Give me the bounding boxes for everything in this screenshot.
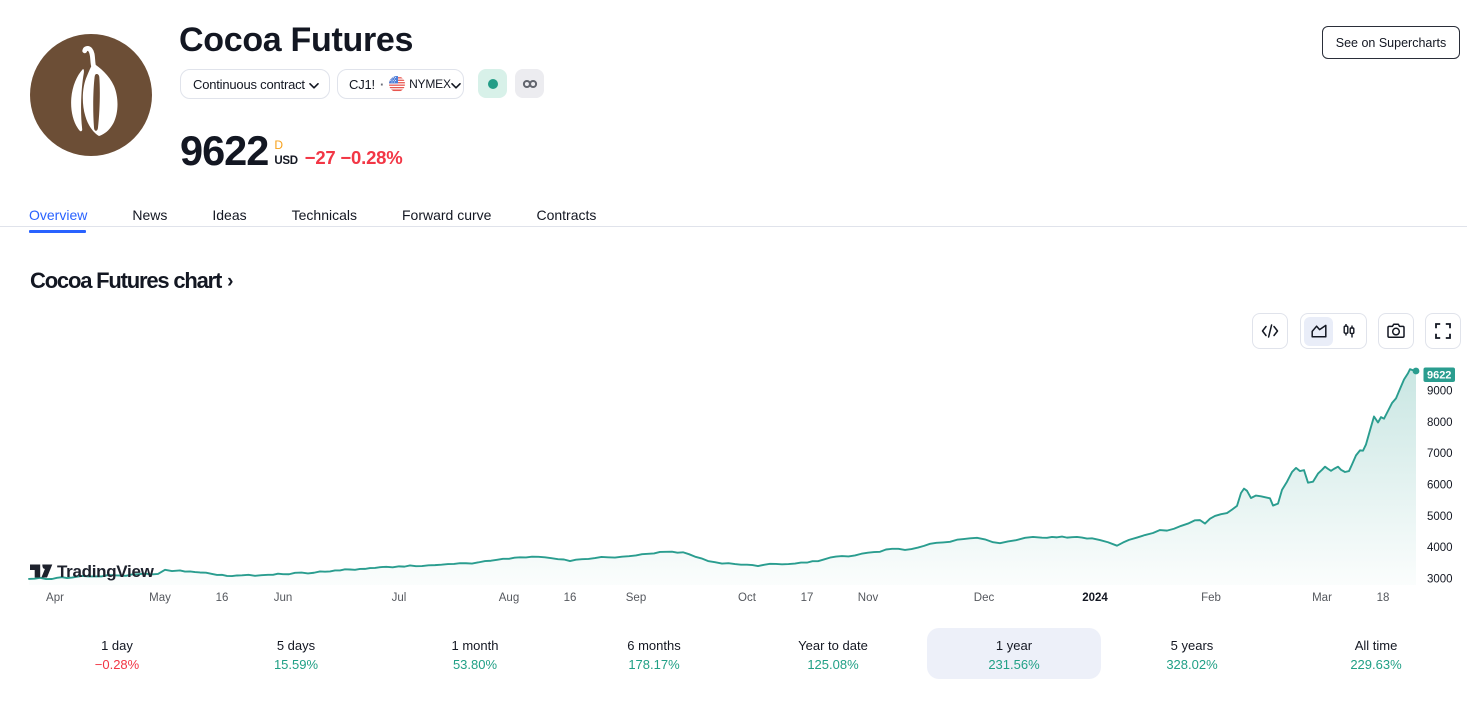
svg-text:9000: 9000 <box>1427 385 1453 397</box>
svg-text:Oct: Oct <box>738 592 757 604</box>
svg-text:Mar: Mar <box>1312 592 1332 604</box>
svg-text:Aug: Aug <box>499 592 519 604</box>
svg-text:Jul: Jul <box>392 592 407 604</box>
svg-text:Apr: Apr <box>46 592 64 604</box>
svg-text:May: May <box>149 592 171 604</box>
svg-text:6000: 6000 <box>1427 480 1453 492</box>
svg-text:TradingView: TradingView <box>57 562 155 581</box>
svg-text:7000: 7000 <box>1427 448 1453 460</box>
svg-text:3000: 3000 <box>1427 574 1453 586</box>
svg-text:Feb: Feb <box>1201 592 1221 604</box>
svg-text:8000: 8000 <box>1427 417 1453 429</box>
svg-text:16: 16 <box>216 592 229 604</box>
svg-text:5000: 5000 <box>1427 511 1453 523</box>
svg-text:4000: 4000 <box>1427 542 1453 554</box>
svg-text:9622: 9622 <box>1427 370 1451 382</box>
svg-text:Dec: Dec <box>974 592 995 604</box>
svg-text:Nov: Nov <box>858 592 879 604</box>
svg-text:Sep: Sep <box>626 592 646 604</box>
svg-text:17: 17 <box>801 592 814 604</box>
svg-text:18: 18 <box>1377 592 1390 604</box>
svg-text:16: 16 <box>564 592 577 604</box>
svg-text:Jun: Jun <box>274 592 293 604</box>
svg-text:2024: 2024 <box>1082 592 1108 604</box>
